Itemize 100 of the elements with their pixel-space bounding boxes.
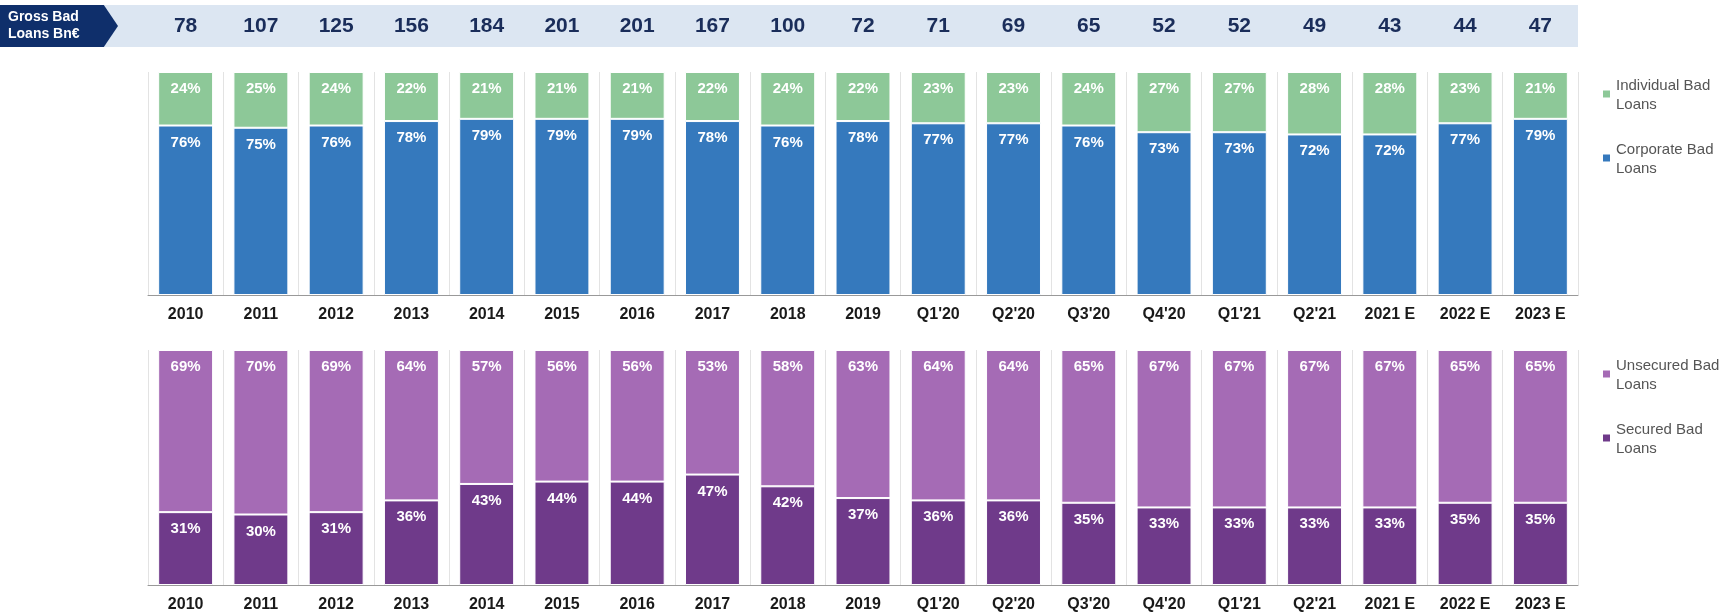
x-tick-label: 2023 E	[1515, 594, 1567, 612]
data-label: 56%	[622, 357, 653, 374]
x-tick-label: 2018	[769, 304, 806, 322]
data-label: 63%	[847, 357, 879, 374]
data-label: 23%	[923, 79, 954, 96]
data-label: 35%	[1450, 509, 1481, 527]
data-label: 47%	[697, 481, 728, 499]
x-tick-label: 2015	[544, 594, 580, 612]
data-label: 22%	[847, 79, 879, 96]
data-label: 24%	[321, 79, 352, 96]
data-label: 77%	[923, 130, 954, 148]
data-label: 31%	[170, 519, 201, 537]
data-label: 22%	[396, 79, 427, 96]
x-tick-label: 2016	[619, 594, 656, 612]
data-label: 24%	[170, 79, 201, 96]
text: 69	[1000, 13, 1027, 37]
x-tick-label: 2023 E	[1515, 304, 1567, 322]
x-tick-label: 2017	[694, 594, 731, 612]
data-label: 30%	[245, 521, 276, 539]
data-label: 33%	[1299, 514, 1330, 532]
text: 78	[172, 13, 199, 37]
x-tick-label: Q4'20	[1142, 594, 1186, 612]
data-label: 79%	[546, 125, 577, 143]
data-label: 78%	[396, 128, 427, 146]
data-label: 43%	[471, 490, 502, 508]
data-label: 73%	[1149, 139, 1180, 157]
x-tick-label: 2010	[167, 304, 204, 322]
data-label: 24%	[1073, 79, 1104, 96]
x-tick-label: Q2'21	[1293, 304, 1337, 322]
data-label: 65%	[1073, 357, 1104, 374]
data-label: 28%	[1299, 79, 1330, 96]
data-label: 23%	[998, 79, 1029, 96]
text: 107	[242, 13, 280, 37]
x-tick-label: Q4'20	[1142, 304, 1186, 322]
data-label: 73%	[1224, 139, 1255, 157]
x-tick-label: 2019	[845, 594, 881, 612]
data-label: 64%	[998, 357, 1029, 374]
data-label: 77%	[998, 130, 1029, 148]
data-label: 22%	[697, 79, 728, 96]
data-label: 79%	[1525, 125, 1556, 143]
text: 72	[850, 13, 876, 37]
x-tick-label: 2012	[318, 304, 355, 322]
x-tick-label: 2014	[468, 304, 505, 322]
x-tick-label: 2016	[619, 304, 656, 322]
data-label: 76%	[170, 132, 201, 150]
legend-label: Secured Bad Loans	[1616, 420, 1707, 456]
data-label: 53%	[697, 357, 728, 374]
data-label: 76%	[772, 132, 803, 150]
x-tick-label: Q2'20	[992, 594, 1036, 612]
x-tick-label: Q3'20	[1067, 304, 1111, 322]
text: 201	[543, 13, 581, 37]
data-label: 70%	[245, 357, 276, 374]
data-label: 78%	[847, 128, 879, 146]
text: 44	[1452, 13, 1478, 37]
text: 49	[1301, 13, 1328, 37]
x-tick-label: Q1'21	[1217, 304, 1261, 322]
legend-label: Corporate Bad Loans	[1616, 140, 1718, 176]
data-label: 25%	[245, 79, 276, 96]
data-label: 44%	[546, 488, 577, 506]
data-label: 27%	[1224, 79, 1255, 96]
data-label: 76%	[1073, 132, 1104, 150]
data-label: 33%	[1374, 514, 1405, 532]
text: Gross Bad Loans Bn€	[0, 5, 118, 47]
data-label: 64%	[923, 357, 954, 374]
text: 201	[618, 13, 656, 37]
data-label: 21%	[546, 79, 577, 96]
data-label: 72%	[1374, 141, 1405, 159]
text: 167	[693, 13, 731, 37]
text: 184	[468, 13, 506, 37]
data-label: 36%	[923, 507, 954, 525]
x-tick-label: 2022 E	[1439, 304, 1491, 322]
x-tick-label: Q3'20	[1067, 594, 1111, 612]
data-label: 79%	[471, 125, 502, 143]
text: 65	[1076, 13, 1102, 37]
text: 100	[769, 13, 807, 37]
data-label: 35%	[1073, 509, 1104, 527]
data-label: 21%	[622, 79, 653, 96]
x-tick-label: 2011	[243, 304, 279, 322]
data-label: 36%	[998, 507, 1029, 525]
x-tick-label: 2022 E	[1439, 594, 1491, 612]
data-label: 65%	[1525, 357, 1556, 374]
data-label: 75%	[245, 134, 276, 152]
x-tick-label: Q2'21	[1293, 594, 1337, 612]
x-tick-label: 2019	[845, 304, 881, 322]
data-label: 69%	[170, 357, 201, 374]
data-label: 76%	[321, 132, 352, 150]
legend-label: Unsecured Bad Loans	[1616, 356, 1723, 392]
data-label: 28%	[1374, 79, 1405, 96]
data-label: 21%	[471, 79, 502, 96]
text: 156	[392, 13, 430, 37]
text: 47	[1527, 13, 1554, 37]
text: 52	[1226, 13, 1252, 37]
data-label: 78%	[697, 128, 728, 146]
data-label: 37%	[847, 505, 879, 523]
data-label: 36%	[396, 507, 427, 525]
x-tick-label: 2021 E	[1364, 304, 1416, 322]
x-tick-label: 2014	[468, 594, 505, 612]
data-label: 67%	[1299, 357, 1330, 374]
data-label: 64%	[396, 357, 427, 374]
data-label: 21%	[1525, 79, 1556, 96]
